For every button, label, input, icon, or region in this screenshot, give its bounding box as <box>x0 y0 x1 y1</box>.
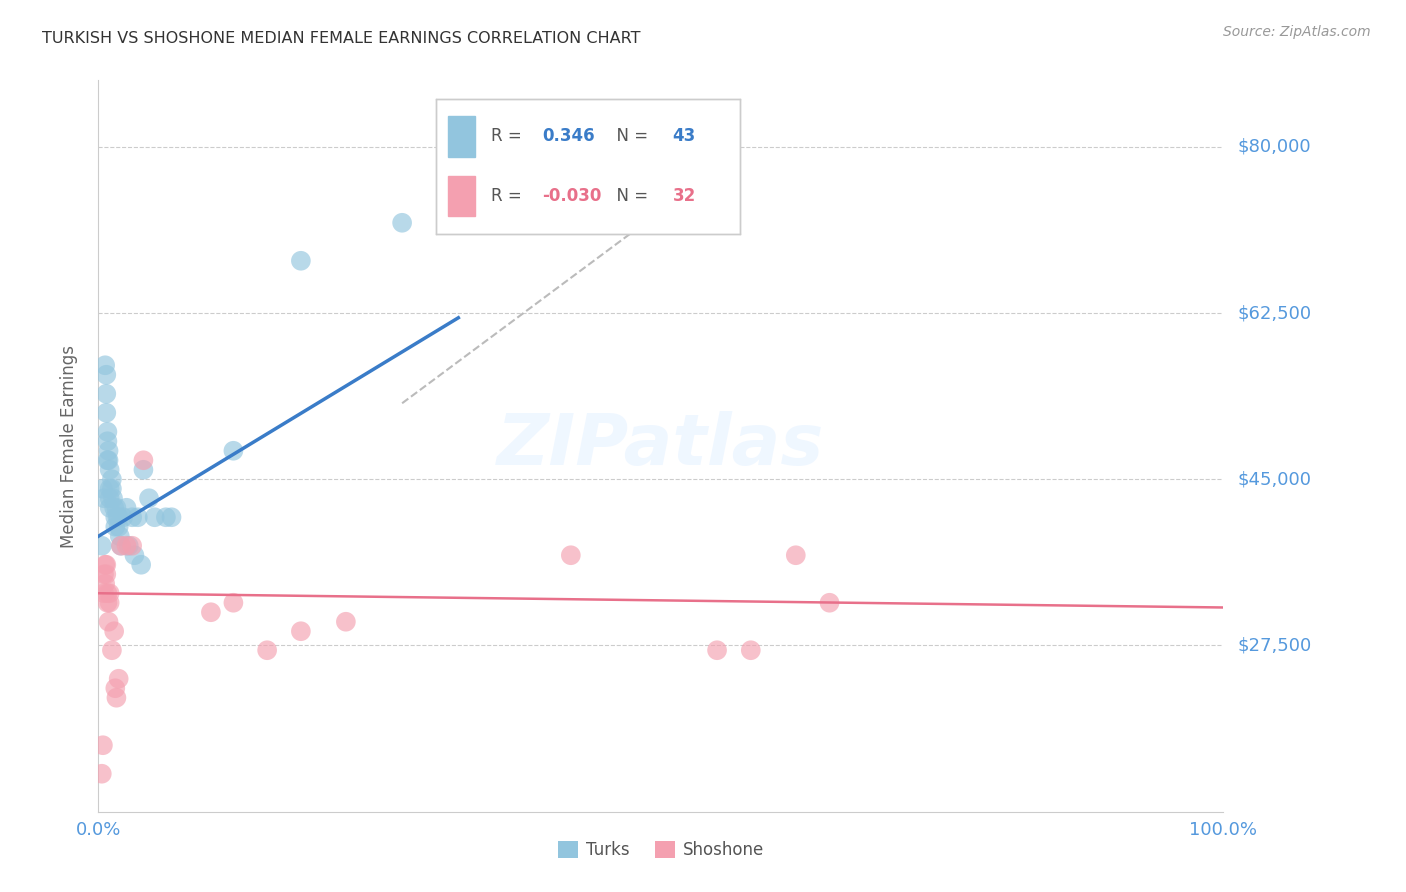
Point <box>96 434 118 449</box>
Point <box>96 558 118 572</box>
Point <box>91 738 114 752</box>
Point <box>115 500 138 515</box>
Point <box>98 491 121 506</box>
Point <box>155 510 177 524</box>
Text: ZIPatlas: ZIPatlas <box>498 411 824 481</box>
Point <box>143 510 166 524</box>
Point <box>335 615 357 629</box>
Point <box>96 453 118 467</box>
Point <box>98 596 121 610</box>
Text: Source: ZipAtlas.com: Source: ZipAtlas.com <box>1223 25 1371 39</box>
Point <box>121 510 143 524</box>
Point <box>97 615 120 629</box>
Point <box>740 643 762 657</box>
Point <box>101 472 124 486</box>
Point <box>785 548 807 562</box>
Point <box>98 500 121 515</box>
Point <box>110 539 132 553</box>
Point <box>96 567 118 582</box>
Point <box>391 216 413 230</box>
Point <box>132 463 155 477</box>
Point <box>94 558 117 572</box>
Point <box>107 510 129 524</box>
Point <box>93 567 115 582</box>
Text: $27,500: $27,500 <box>1237 637 1312 655</box>
Point <box>290 253 312 268</box>
Point <box>91 482 114 496</box>
Text: $45,000: $45,000 <box>1237 470 1312 488</box>
Point <box>90 766 112 780</box>
Point <box>96 586 118 600</box>
Point <box>222 443 245 458</box>
Point <box>96 425 118 439</box>
Point <box>97 453 120 467</box>
Point <box>132 453 155 467</box>
Point <box>107 510 129 524</box>
Point <box>124 548 146 562</box>
Point <box>121 539 143 553</box>
Point <box>104 510 127 524</box>
Point <box>108 529 131 543</box>
Point <box>818 596 841 610</box>
Text: TURKISH VS SHOSHONE MEDIAN FEMALE EARNINGS CORRELATION CHART: TURKISH VS SHOSHONE MEDIAN FEMALE EARNIN… <box>42 31 641 46</box>
Point <box>98 586 121 600</box>
Point <box>104 681 127 696</box>
Point <box>222 596 245 610</box>
Point <box>129 558 152 572</box>
Point <box>138 491 160 506</box>
Point <box>94 358 117 372</box>
Point <box>105 690 128 705</box>
Point <box>115 539 138 553</box>
Point <box>98 482 121 496</box>
Point <box>98 463 121 477</box>
Point <box>706 643 728 657</box>
Point <box>101 491 124 506</box>
Point <box>96 596 118 610</box>
Point <box>93 491 115 506</box>
Point <box>105 500 128 515</box>
Point <box>112 510 135 524</box>
Point <box>96 368 118 382</box>
Text: $62,500: $62,500 <box>1237 304 1312 322</box>
Point <box>290 624 312 639</box>
Point <box>101 643 124 657</box>
Point <box>110 539 132 553</box>
Point <box>103 500 125 515</box>
Point <box>96 406 118 420</box>
Point <box>97 443 120 458</box>
Point <box>118 539 141 553</box>
Point <box>200 605 222 619</box>
Point <box>93 586 115 600</box>
Point <box>560 548 582 562</box>
Point <box>256 643 278 657</box>
Point <box>127 510 149 524</box>
Text: $80,000: $80,000 <box>1237 137 1310 156</box>
Point <box>107 672 129 686</box>
Point <box>160 510 183 524</box>
Point <box>107 520 129 534</box>
Point <box>101 482 124 496</box>
Legend: Turks, Shoshone: Turks, Shoshone <box>551 834 770 865</box>
Point <box>103 624 125 639</box>
Point <box>104 520 127 534</box>
Y-axis label: Median Female Earnings: Median Female Earnings <box>59 344 77 548</box>
Point <box>90 539 112 553</box>
Point <box>96 386 118 401</box>
Point <box>94 576 117 591</box>
